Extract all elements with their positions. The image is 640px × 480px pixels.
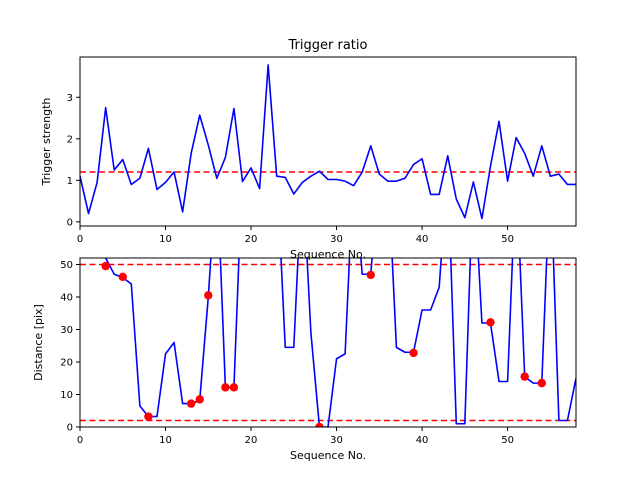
bottom-marker-9 (366, 270, 375, 280)
bottom-xtick-label-5: 50 (501, 435, 514, 446)
top-ytick-label-2: 2 (67, 134, 73, 145)
bottom-xtick-label-2: 20 (245, 435, 258, 446)
bottom-marker-4 (195, 395, 204, 404)
bottom-axes-frame (79, 257, 577, 428)
bottom-marker-6 (221, 383, 230, 392)
bottom-series-line-0 (104, 258, 576, 427)
bottom-marker-0 (101, 261, 110, 271)
bottom-marker-8 (315, 422, 324, 427)
bottom-xtick-label-3: 30 (330, 435, 343, 446)
top-chart-title: Trigger ratio (288, 38, 368, 53)
bottom-ytick-label-5: 50 (60, 260, 73, 271)
bottom-marker-12 (520, 372, 529, 381)
top-xtick-label-1: 10 (159, 234, 172, 245)
top-xtick-label-0: 0 (77, 234, 83, 245)
bottom-marker-2 (144, 412, 153, 421)
bottom-marker-7 (229, 383, 239, 392)
top-xtick-label-5: 50 (501, 234, 514, 245)
top-ytick-label-3: 3 (67, 93, 73, 104)
bottom-marker-13 (537, 378, 546, 388)
bottom-ytick-label-1: 10 (60, 390, 73, 401)
bottom-chart: 0 10 20 30 40 50 0 10 20 30 40 50 Sequence No. Distan… (32, 257, 577, 462)
bottom-xtick-label-4: 40 (416, 435, 429, 446)
top-xtick-label-3: 30 (330, 234, 343, 245)
bottom-ytick-label-2: 20 (60, 358, 73, 369)
top-xtick-label-2: 20 (245, 234, 258, 245)
bottom-ytick-label-4: 40 (60, 293, 73, 304)
bottom-marker-5 (204, 291, 213, 300)
bottom-ytick-label-0: 0 (67, 423, 73, 434)
top-x-axis-label: Sequence No. (290, 248, 366, 261)
bottom-xtick-label-1: 10 (159, 435, 172, 446)
bottom-marker-10 (409, 348, 418, 358)
top-ytick-label-0: 0 (67, 217, 73, 228)
bottom-xtick-label-0: 0 (77, 435, 83, 446)
top-plot-area (80, 64, 576, 220)
bottom-marker-1 (118, 272, 127, 282)
top-xtick-label-4: 40 (416, 234, 429, 245)
top-axes-frame (79, 56, 577, 227)
top-ytick-label-1: 1 (67, 176, 73, 187)
top-series-line-0 (80, 64, 576, 220)
bottom-x-axis-label: Sequence No. (290, 449, 366, 462)
bottom-plot-area (80, 258, 576, 427)
bottom-marker-3 (186, 399, 196, 408)
bottom-y-axis-label: Distance [pix] (32, 304, 45, 381)
bottom-ytick-label-3: 30 (60, 325, 73, 336)
bottom-marker-11 (486, 318, 495, 327)
top-y-axis-label: Trigger strength (40, 98, 53, 187)
